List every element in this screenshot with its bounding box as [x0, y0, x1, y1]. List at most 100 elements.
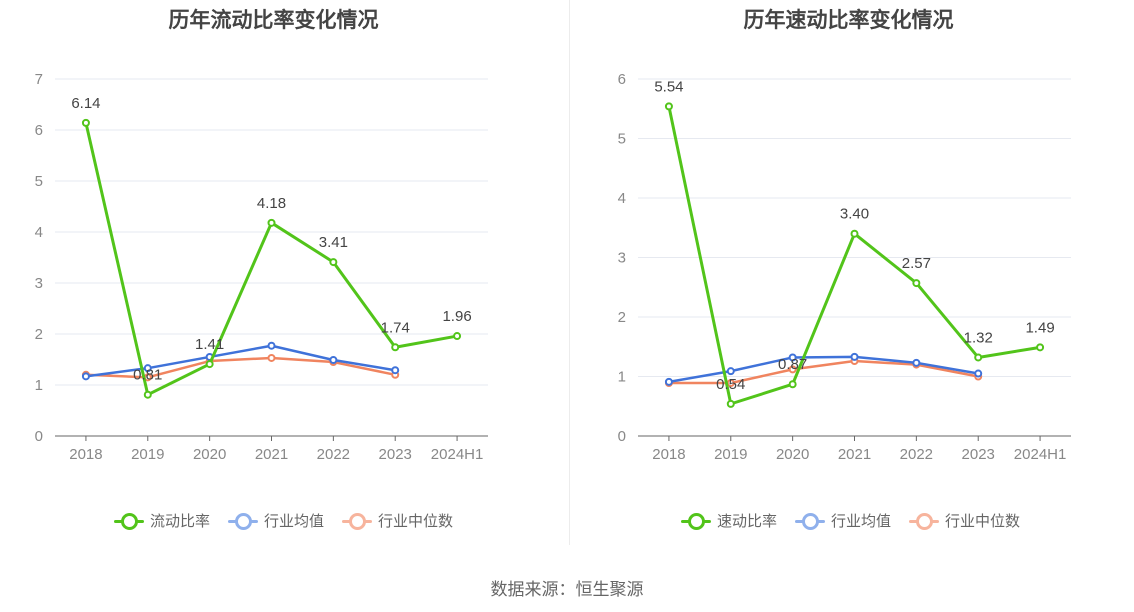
legend-label: 行业中位数: [378, 513, 454, 530]
line-chart-quick-ratio: 0 1 2 3 4 5 6 2018 2019 2020 2021 2022 2023 2024H1 5.5…: [618, 71, 1071, 463]
data-point: [726, 399, 735, 408]
legend-marker-icon: [227, 512, 258, 530]
data-label: 2.57: [902, 255, 931, 272]
data-point: [788, 353, 797, 362]
x-tick-label: 2024H1: [1014, 446, 1067, 463]
data-label: 1.74: [381, 319, 410, 336]
x-tick-label: 2024H1: [431, 446, 484, 463]
data-point: [391, 343, 400, 352]
y-tick-label: 2: [618, 309, 626, 326]
data-label: 1.32: [964, 329, 993, 346]
data-point: [850, 229, 859, 238]
legend-label: 行业均值: [830, 513, 891, 530]
legend: 流动比率 行业均值 行业中位数: [0, 510, 567, 531]
chart-panel-quick-ratio: 历年速动比率变化情况 0 1 2 3 4 5 6 2018 2019 2020 2021 2022 20…: [567, 0, 1134, 545]
legend: 速动比率 行业均值 行业中位数: [567, 510, 1134, 531]
data-point: [205, 360, 214, 369]
data-point: [391, 366, 400, 375]
x-tick-label: 2021: [838, 446, 871, 463]
data-point: [143, 390, 152, 399]
data-point: [267, 341, 276, 350]
legend-item-industry-median[interactable]: 行业中位数: [909, 510, 1020, 531]
data-point: [329, 356, 338, 365]
y-tick-label: 4: [618, 190, 626, 207]
x-tick-label: 2022: [317, 446, 350, 463]
data-point: [664, 102, 673, 111]
line-chart-current-ratio: 0 1 2 3 4 5 6 7 2018 2019 2020 2021 2022 2023 2024H1 6.…: [35, 71, 488, 463]
x-tick-label: 2023: [962, 446, 995, 463]
legend-marker-icon: [113, 512, 144, 530]
legend-marker-icon: [342, 512, 372, 530]
y-tick-label: 5: [35, 173, 43, 190]
y-tick-label: 7: [35, 71, 43, 88]
series-line: [84, 356, 397, 379]
x-tick-label: 2023: [379, 446, 412, 463]
data-point: [1036, 343, 1045, 352]
chart-title: 历年流动比率变化情况: [168, 9, 379, 32]
y-tick-label: 6: [618, 71, 626, 88]
data-label: 1.41: [195, 336, 224, 353]
chart-panel-current-ratio: 历年流动比率变化情况 0 1 2 3 4 5 6 7 2018 2019 2020 2021 2022 2…: [0, 0, 567, 545]
y-tick-label: 2: [35, 326, 43, 343]
data-source-note: 数据来源：恒生聚源: [490, 580, 644, 599]
legend-item-current-ratio[interactable]: 流动比率: [113, 510, 210, 531]
y-tick-label: 0: [618, 428, 626, 445]
data-label: 0.54: [716, 376, 745, 393]
legend-item-industry-mean[interactable]: 行业均值: [227, 510, 324, 531]
x-tick-label: 2020: [193, 446, 226, 463]
data-point: [788, 380, 797, 389]
data-point: [267, 218, 276, 227]
series-line: [667, 359, 980, 385]
series-line: [84, 121, 459, 397]
x-tick-label: 2019: [714, 446, 747, 463]
data-label: 3.40: [840, 206, 869, 223]
data-point: [912, 358, 921, 367]
data-point: [664, 377, 673, 386]
data-point: [912, 279, 921, 288]
legend-marker-icon: [680, 512, 711, 530]
legend-label: 速动比率: [716, 513, 777, 530]
y-tick-label: 6: [35, 122, 43, 139]
data-point: [267, 353, 276, 362]
legend-item-industry-mean[interactable]: 行业均值: [794, 510, 891, 531]
data-label: 5.54: [654, 78, 683, 95]
data-point: [788, 365, 797, 374]
y-tick-label: 3: [618, 250, 626, 267]
data-point: [726, 367, 735, 376]
y-tick-label: 1: [35, 377, 43, 394]
legend-item-industry-median[interactable]: 行业中位数: [342, 510, 453, 531]
legend-label: 行业中位数: [945, 513, 1021, 530]
legend-marker-icon: [909, 512, 939, 530]
data-point: [143, 364, 152, 373]
x-tick-label: 2020: [776, 446, 809, 463]
data-point: [850, 352, 859, 361]
data-label: 0.81: [133, 367, 162, 384]
x-tick-label: 2021: [255, 446, 288, 463]
y-tick-label: 1: [618, 369, 626, 386]
x-tick-label: 2018: [652, 446, 685, 463]
legend-label: 行业均值: [263, 513, 324, 530]
data-point: [329, 258, 338, 267]
x-tick-label: 2022: [900, 446, 933, 463]
data-label: 3.41: [319, 234, 348, 251]
y-tick-label: 5: [618, 131, 626, 148]
data-label: 6.14: [71, 95, 100, 112]
y-tick-label: 0: [35, 428, 43, 445]
data-point: [81, 372, 90, 381]
data-point: [81, 118, 90, 127]
series-line: [667, 355, 980, 384]
data-label: 1.49: [1025, 319, 1054, 336]
legend-label: 流动比率: [149, 513, 210, 530]
data-label: 1.96: [442, 308, 471, 325]
data-point: [974, 353, 983, 362]
data-point: [453, 332, 462, 341]
x-tick-label: 2018: [69, 446, 102, 463]
data-point: [974, 369, 983, 378]
data-label: 4.18: [257, 195, 286, 212]
chart-title: 历年速动比率变化情况: [743, 9, 954, 32]
legend-item-quick-ratio[interactable]: 速动比率: [680, 510, 777, 531]
legend-marker-icon: [794, 512, 825, 530]
x-tick-label: 2019: [131, 446, 164, 463]
data-label: 0.87: [778, 356, 807, 373]
y-tick-label: 3: [35, 275, 43, 292]
